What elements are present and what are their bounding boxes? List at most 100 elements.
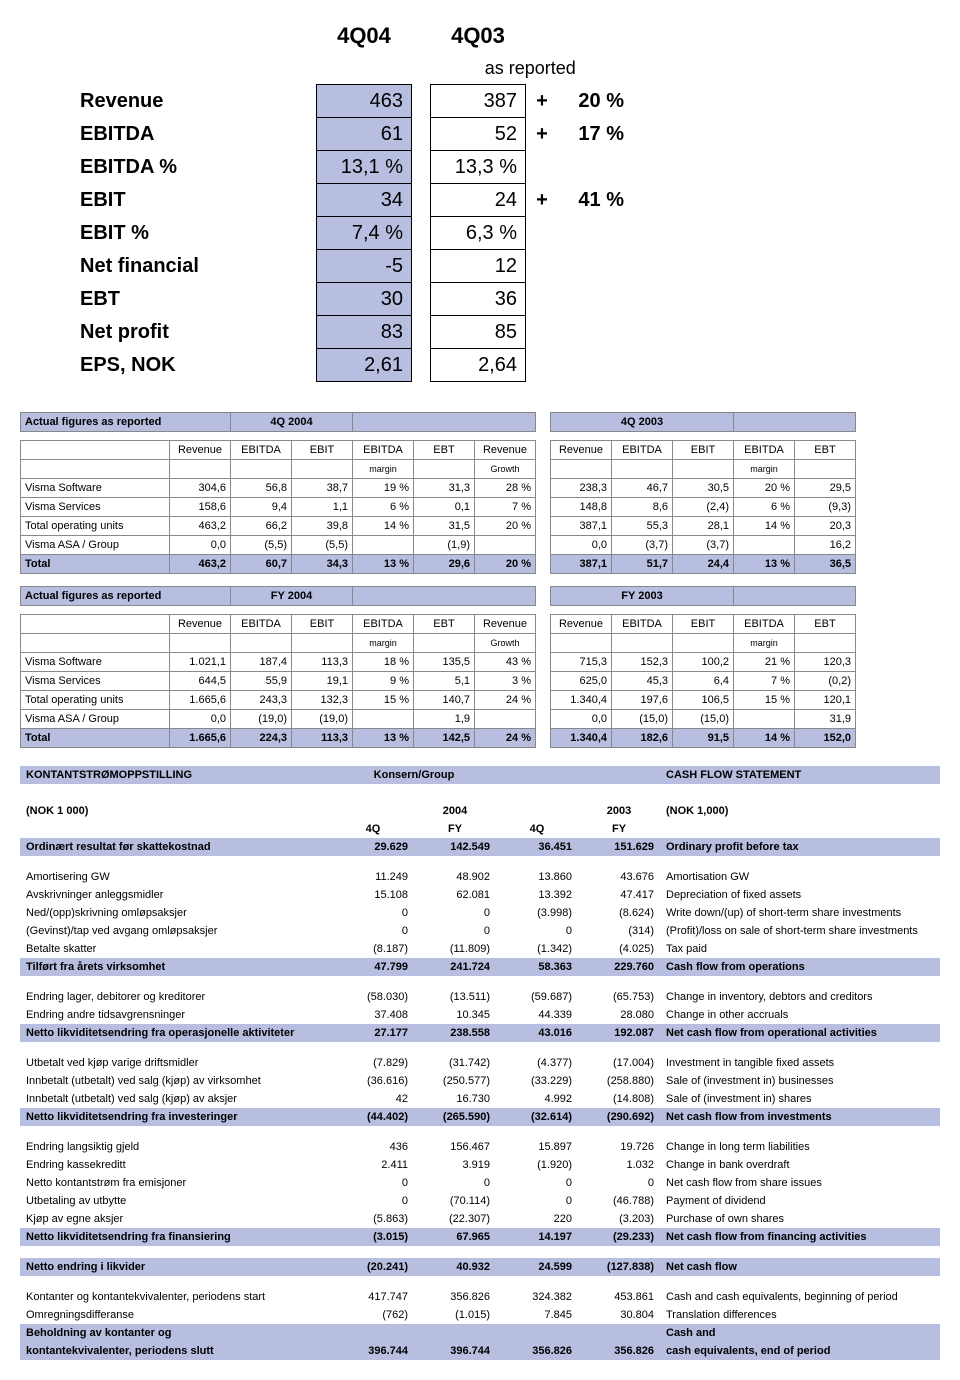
cf-eng: Change in other accruals [660, 1006, 940, 1024]
cf-val: 2.411 [332, 1156, 414, 1174]
summary-v2: 85 [431, 316, 526, 349]
cf-row: Endring langsiktig gjeld436156.46715.897… [20, 1138, 940, 1156]
cf-eng: Change in inventory, debtors and credito… [660, 988, 940, 1006]
seg-cell: 140,7 [414, 691, 475, 710]
cf-val: (258.880) [578, 1072, 660, 1090]
cf-val: (29.233) [578, 1228, 660, 1246]
cf-nor: Tilført fra årets virksomhet [20, 958, 332, 976]
seg-cell: 31,5 [414, 517, 475, 536]
seg-cell: 55,3 [612, 517, 673, 536]
cf-val: (265.590) [414, 1108, 496, 1126]
cf-val: 324.382 [496, 1288, 578, 1306]
summary-plus: + [526, 184, 559, 217]
seg-col-hdr: Revenue [551, 615, 612, 634]
cf-val: 4.992 [496, 1090, 578, 1108]
seg-cell: 66,2 [231, 517, 292, 536]
seg-cell: (19,0) [231, 710, 292, 729]
seg-cell: (5,5) [292, 536, 353, 555]
cf-val: 356.826 [496, 1342, 578, 1360]
seg-cell: (15,0) [673, 710, 734, 729]
cf-val: 29.629 [332, 838, 414, 856]
segment-table: Actual figures as reportedFY 2004FY 2003… [20, 586, 856, 748]
seg-cell: 21 % [734, 653, 795, 672]
cf-eng: Net cash flow from financing activities [660, 1228, 940, 1246]
cf-row: Netto kontantstrøm fra emisjoner0000Net … [20, 1174, 940, 1192]
seg-cell: 55,9 [231, 672, 292, 691]
cf-val: 0 [332, 1174, 414, 1192]
cf-val: (4.377) [496, 1054, 578, 1072]
seg-cell: 39,8 [292, 517, 353, 536]
seg-cell: 29,5 [795, 479, 856, 498]
cf-val: 0 [414, 922, 496, 940]
cf-title-mid: Konsern/Group [332, 766, 496, 784]
cf-val: (290.692) [578, 1108, 660, 1126]
summary-row: Revenue463387+20 % [20, 85, 630, 118]
cf-nor: Avskrivninger anleggsmidler [20, 886, 332, 904]
summary-label: EPS, NOK [20, 349, 317, 382]
cf-val: 220 [496, 1210, 578, 1228]
seg-cell: 387,1 [551, 517, 612, 536]
cf-unit-eng: (NOK 1,000) [660, 802, 940, 820]
seg-cell [475, 710, 536, 729]
seg-cell [475, 536, 536, 555]
seg-cell: 148,8 [551, 498, 612, 517]
cf-eng: Net cash flow from share issues [660, 1174, 940, 1192]
seg-cell: 1.021,1 [170, 653, 231, 672]
cf-row: Endring lager, debitorer og kreditorer(5… [20, 988, 940, 1006]
cf-val: (1.920) [496, 1156, 578, 1174]
summary-v1: 83 [317, 316, 412, 349]
cf-val: (3.015) [332, 1228, 414, 1246]
cf-val: 7.845 [496, 1306, 578, 1324]
seg-col-hdr: Revenue [170, 615, 231, 634]
cf-nor: Endring langsiktig gjeld [20, 1138, 332, 1156]
cf-nor: Endring lager, debitorer og kreditorer [20, 988, 332, 1006]
seg-col-hdr: EBITDA [353, 441, 414, 460]
cf-val: 3.919 [414, 1156, 496, 1174]
summary-label: EBIT % [20, 217, 317, 250]
seg-cell: 18 % [353, 653, 414, 672]
cf-val: 0 [496, 1174, 578, 1192]
cf-eng: Cash flow from operations [660, 958, 940, 976]
seg-cell: 113,3 [292, 653, 353, 672]
cf-eng: Payment of dividend [660, 1192, 940, 1210]
cf-nor: Utbetaling av utbytte [20, 1192, 332, 1210]
seg-cell: 20 % [475, 517, 536, 536]
seg-col-hdr: EBITDA [231, 441, 292, 460]
seg-col-hdr: EBITDA [612, 615, 673, 634]
cf-nor: Netto kontantstrøm fra emisjoner [20, 1174, 332, 1192]
cf-nor: Innbetalt (utbetalt) ved salg (kjøp) av … [20, 1072, 332, 1090]
cf-val: 42 [332, 1090, 414, 1108]
cf-row: Ordinært resultat før skattekostnad29.62… [20, 838, 940, 856]
cf-eng: Tax paid [660, 940, 940, 958]
summary-v2: 24 [431, 184, 526, 217]
seg-cell: 1.340,4 [551, 691, 612, 710]
cf-val: 0 [414, 1174, 496, 1192]
cf-val: (44.402) [332, 1108, 414, 1126]
cf-nor: Beholdning av kontanter og [20, 1324, 332, 1342]
cf-val: 28.080 [578, 1006, 660, 1024]
summary-label: Revenue [20, 85, 317, 118]
summary-row: EBIT %7,4 %6,3 % [20, 217, 630, 250]
cf-eng: Change in bank overdraft [660, 1156, 940, 1174]
summary-hdr-c1: 4Q04 [317, 20, 412, 52]
cf-row: Omregningsdifferanse(762)(1.015)7.84530.… [20, 1306, 940, 1324]
cf-eng: Net cash flow [660, 1258, 940, 1276]
summary-v1: 34 [317, 184, 412, 217]
summary-pct: 20 % [558, 85, 630, 118]
cf-val: 40.932 [414, 1258, 496, 1276]
cf-eng: Depreciation of fixed assets [660, 886, 940, 904]
seg-cell: 6 % [353, 498, 414, 517]
summary-plus: + [526, 118, 559, 151]
seg-cell: 187,4 [231, 653, 292, 672]
cf-row: Betalte skatter(8.187)(11.809)(1.342)(4.… [20, 940, 940, 958]
summary-hdr-c2: 4Q03 [431, 20, 526, 52]
seg-cell: 304,6 [170, 479, 231, 498]
cf-unit-nor: (NOK 1 000) [20, 802, 332, 820]
summary-label: EBITDA % [20, 151, 317, 184]
seg-row: Visma ASA / Group0,0(19,0)(19,0)1,90,0(1… [21, 710, 856, 729]
summary-plus [526, 316, 559, 349]
cf-val: 62.081 [414, 886, 496, 904]
summary-label: EBIT [20, 184, 317, 217]
cf-title-nor: KONTANTSTRØMOPPSTILLING [20, 766, 332, 784]
cf-val: (33.229) [496, 1072, 578, 1090]
